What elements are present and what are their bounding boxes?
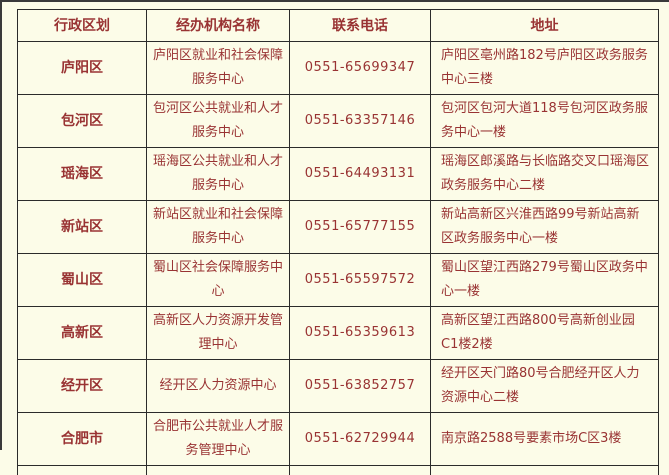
address-cell: 新站高新区兴淮西路99号新站高新区政务服务中心一楼 — [430, 200, 659, 254]
agency-cell: 瑶海区公共就业和人才服务中心 — [146, 147, 290, 201]
agency-cell: 蜀山区社会保障服务中心 — [146, 253, 290, 307]
phone-cell: 0551-63852757 — [289, 359, 431, 413]
phone-cell: 0551-65699347 — [289, 41, 431, 95]
phone-cell: 0551-63357146 — [289, 94, 431, 148]
header-address: 地址 — [430, 9, 659, 42]
district-cell: 高新区 — [17, 306, 147, 360]
agency-contact-table: 行政区划 经办机构名称 联系电话 地址 庐阳区 庐阳区就业和社会保障服务中心 0… — [17, 9, 659, 475]
table-row: 瑶海区 瑶海区公共就业和人才服务中心 0551-64493131 瑶海区郎溪路与… — [17, 147, 659, 201]
agency-cell: 包河区公共就业和人才服务中心 — [146, 94, 290, 148]
agency-cell: 合肥市公共就业人才服务管理中心 — [146, 412, 290, 466]
table-row: 包河区 包河区公共就业和人才服务中心 0551-63357146 包河区包河大道… — [17, 94, 659, 148]
table-row: 合肥市 合肥市公共就业人才服务管理中心 0551-62729944 南京路258… — [17, 412, 659, 466]
address-cell: 包河区包河大道118号包河区政务服务中心一楼 — [430, 94, 659, 148]
address-cell: 庐阳区亳州路182号庐阳区政务服务中心三楼 — [430, 41, 659, 95]
phone-cell: 0551-64493131 — [289, 147, 431, 201]
district-cell: 新站区 — [17, 200, 147, 254]
district-cell: 蜀山区 — [17, 253, 147, 307]
phone-cell: 0551-65777155 — [289, 200, 431, 254]
agency-cell: 经开区人力资源中心 — [146, 359, 290, 413]
table-row: 庐阳区 庐阳区就业和社会保障服务中心 0551-65699347 庐阳区亳州路1… — [17, 41, 659, 95]
district-cell: 庐阳区 — [17, 41, 147, 95]
agency-cell: 庐阳区就业和社会保障服务中心 — [146, 41, 290, 95]
table-row: 蜀山区 蜀山区社会保障服务中心 0551-65597572 蜀山区望江西路279… — [17, 253, 659, 307]
phone-cell: 0551-65597572 — [289, 253, 431, 307]
agency-cell: 新站区就业和社会保障服务中心 — [146, 200, 290, 254]
district-cell: 合肥市 — [17, 412, 147, 466]
page-top-edge — [0, 0, 669, 2]
address-cell: 南京路2588号要素市场C区3楼 — [430, 412, 659, 466]
address-cell: 瑶海区郎溪路与长临路交叉口瑶海区政务服务中心二楼 — [430, 147, 659, 201]
header-agency: 经办机构名称 — [146, 9, 290, 42]
page-left-edge — [0, 0, 2, 450]
table-row: 高新区 高新区人力资源开发管理中心 0551-65359613 高新区望江西路8… — [17, 306, 659, 360]
address-cell — [430, 465, 659, 475]
agency-cell: 高新区人力资源开发管理中心 — [146, 306, 290, 360]
address-cell: 经开区天门路80号合肥经开区人力资源中心二楼 — [430, 359, 659, 413]
phone-cell: 0551-65359613 — [289, 306, 431, 360]
header-phone: 联系电话 — [289, 9, 431, 42]
table-row: 经开区 经开区人力资源中心 0551-63852757 经开区天门路80号合肥经… — [17, 359, 659, 413]
phone-cell — [289, 465, 431, 475]
district-cell: 包河区 — [17, 94, 147, 148]
address-cell: 蜀山区望江西路279号蜀山区政务中心一楼 — [430, 253, 659, 307]
district-cell — [17, 465, 147, 475]
district-cell: 经开区 — [17, 359, 147, 413]
phone-cell: 0551-62729944 — [289, 412, 431, 466]
agency-cell — [146, 465, 290, 475]
table-row-partial — [17, 465, 659, 475]
address-cell: 高新区望江西路800号高新创业园C1楼2楼 — [430, 306, 659, 360]
header-row: 行政区划 经办机构名称 联系电话 地址 — [17, 9, 659, 42]
table-row: 新站区 新站区就业和社会保障服务中心 0551-65777155 新站高新区兴淮… — [17, 200, 659, 254]
header-district: 行政区划 — [17, 9, 147, 42]
district-cell: 瑶海区 — [17, 147, 147, 201]
